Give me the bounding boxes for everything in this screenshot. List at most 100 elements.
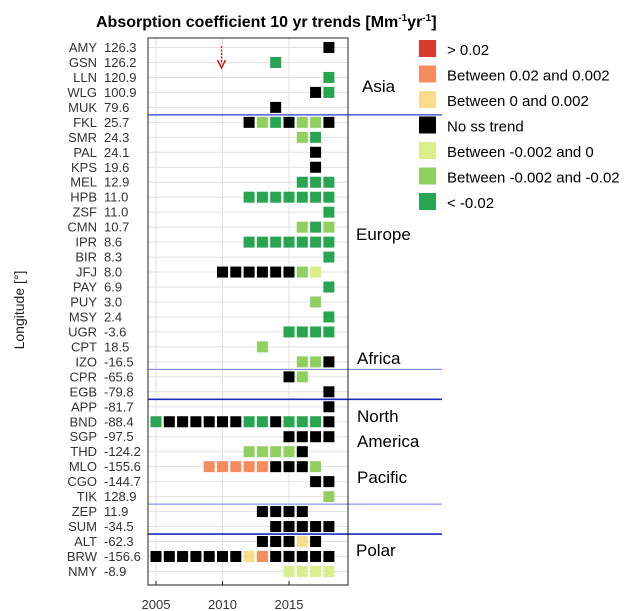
trend-cell [257,117,268,128]
trend-cell [284,461,295,472]
station-longitude: 126.3 [104,40,137,55]
trend-cell [323,416,334,427]
station-longitude: 8.3 [104,250,122,265]
trend-cell [310,521,321,532]
legend-label: Between -0.002 and -0.02 [447,170,620,187]
station-code: MLO [69,459,97,474]
trend-cell [310,162,321,173]
region-labels: AsiaEuropeAfricaNorth AmericaPacificPola… [356,77,420,560]
trend-cell [257,461,268,472]
trend-cell [257,267,268,278]
trend-cell [257,341,268,352]
station-code: CMN [67,220,97,235]
station-longitude: 18.5 [104,339,129,354]
trend-cell [217,551,228,562]
station-longitude: 19.6 [104,160,129,175]
trend-cell [310,192,321,203]
region-label: North America [357,407,420,451]
station-code: THD [70,444,97,459]
station-code: IZO [75,354,97,369]
legend-label: Between 0.02 and 0.002 [447,68,610,85]
station-longitude: 25.7 [104,115,129,130]
trend-cell [323,177,334,188]
station-longitude: 100.9 [104,85,137,100]
trend-cell [204,461,215,472]
trend-cell [297,431,308,442]
station-longitude: 11.0 [104,205,128,220]
station-code: PAY [73,280,97,295]
legend-swatch [419,66,436,83]
trend-cell [270,446,281,457]
trend-cell [297,551,308,562]
trend-cell [151,416,162,427]
trend-cell [297,132,308,143]
station-longitude: 8.6 [104,235,122,250]
trend-cell [323,282,334,293]
trend-cell [297,461,308,472]
trend-cell [244,192,255,203]
station-longitude: 24.3 [104,130,129,145]
legend: > 0.02 Between 0.02 and 0.002 Between 0 an… [419,40,620,212]
trend-cell [270,521,281,532]
station-code: LLN [73,70,97,85]
station-code: TIK [77,489,98,504]
trend-cell [270,267,281,278]
trend-cell [244,416,255,427]
trend-cell [323,117,334,128]
station-longitude: -3.6 [104,324,126,339]
trend-cell [217,461,228,472]
station-code: BRW [67,549,98,564]
trend-cell [297,267,308,278]
trend-cell [244,267,255,278]
x-tick-label: 2015 [275,597,304,611]
trend-cell [297,446,308,457]
trend-cell [284,267,295,278]
station-code: JFJ [76,265,97,280]
trend-cell [284,371,295,382]
station-longitude: 120.9 [104,70,137,85]
trend-cell [297,177,308,188]
trend-cell [310,87,321,98]
region-label: Africa [357,349,401,368]
station-code: BIR [75,250,97,265]
trend-cell [257,536,268,547]
trend-cell [244,551,255,562]
trend-cell [151,551,162,562]
station-code: ZEP [72,504,97,519]
station-code: CPT [71,339,97,354]
trend-cell [310,416,321,427]
region-label: Europe [356,225,411,244]
legend-label: Between 0 and 0.002 [447,93,589,110]
station-longitude: 3.0 [104,294,122,309]
station-longitude: 2.4 [104,309,122,324]
legend-swatch [419,40,436,57]
trend-cell [270,506,281,517]
trend-cell [190,416,201,427]
station-code: UGR [68,324,97,339]
trend-cell [297,237,308,248]
trend-cell [270,461,281,472]
trend-cell [284,521,295,532]
station-code: SMR [68,130,97,145]
station-longitude: 12.9 [104,175,129,190]
trend-cell [310,476,321,487]
station-code: PAL [73,145,97,160]
trend-cell [323,401,334,412]
station-longitude: -81.7 [104,399,134,414]
trend-cell [323,192,334,203]
station-code: MSY [69,309,98,324]
trend-cell [284,117,295,128]
trend-cell [230,416,241,427]
station-longitude: 11.9 [104,504,128,519]
station-code: WLG [67,85,97,100]
trend-cell [297,416,308,427]
trend-cell [323,222,334,233]
trend-cell [297,192,308,203]
trend-cell [323,566,334,577]
trend-cell [284,326,295,337]
trend-cell [297,117,308,128]
trend-cell [217,416,228,427]
station-code: GSN [69,55,97,70]
station-code: IPR [75,235,97,250]
